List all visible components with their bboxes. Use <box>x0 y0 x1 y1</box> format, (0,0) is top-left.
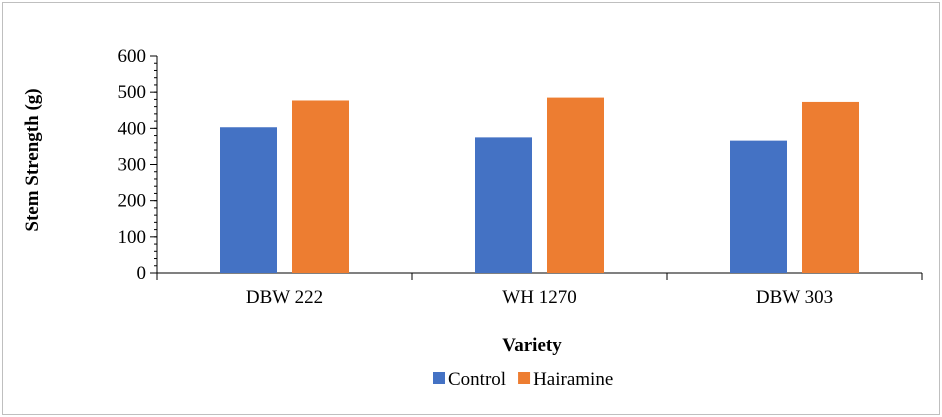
y-tick-label: 200 <box>118 191 147 212</box>
bar-control <box>730 140 787 273</box>
y-axis-title: Stem Strength (g) <box>22 88 43 231</box>
legend-label-hairamine: Hairamine <box>533 369 613 390</box>
x-tick-label: WH 1270 <box>502 287 576 308</box>
y-tick-label: 0 <box>137 263 147 284</box>
x-tick-label: DBW 303 <box>756 287 833 308</box>
legend-swatch-control <box>433 372 445 384</box>
bar-hairamine <box>292 100 349 273</box>
bar-hairamine <box>802 101 859 273</box>
y-tick-label: 100 <box>118 227 147 248</box>
bars <box>220 97 859 273</box>
y-tick-label: 500 <box>118 82 147 103</box>
legend: Control Hairamine <box>433 369 613 390</box>
x-tick-label: DBW 222 <box>246 287 323 308</box>
bar-hairamine <box>547 97 604 273</box>
y-tick-label: 400 <box>118 118 147 139</box>
x-axis: DBW 222 WH 1270 DBW 303 <box>156 272 923 308</box>
y-axis: 0 100 200 300 400 500 600 <box>118 46 158 284</box>
x-axis-title: Variety <box>502 335 562 356</box>
bar-control <box>475 137 532 273</box>
legend-label-control: Control <box>448 369 506 390</box>
legend-swatch-hairamine <box>518 372 531 384</box>
y-tick-label: 300 <box>118 155 147 176</box>
y-tick-label: 600 <box>118 46 147 67</box>
bar-control <box>220 127 277 273</box>
